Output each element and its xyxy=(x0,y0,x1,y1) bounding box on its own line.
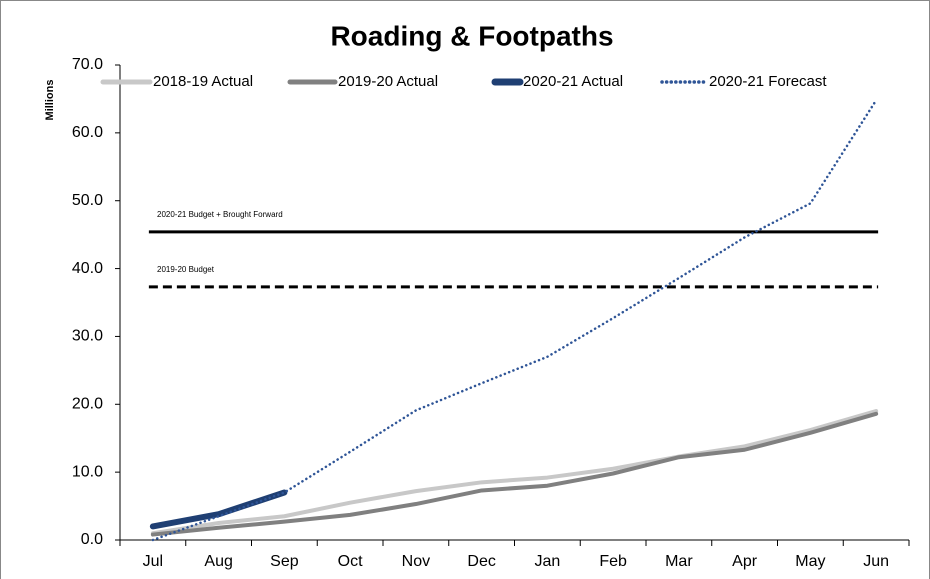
x-tick-label: Jan xyxy=(534,553,560,570)
y-tick-label: 50.0 xyxy=(72,192,103,209)
x-tick-label: Nov xyxy=(402,553,430,570)
series-line xyxy=(150,409,879,536)
y-tick-label: 40.0 xyxy=(72,260,103,277)
chart-title: Roading & Footpaths xyxy=(330,20,613,51)
series-line xyxy=(151,99,878,542)
y-tick-label: 70.0 xyxy=(72,56,103,73)
series-line xyxy=(149,489,288,530)
y-tick-label: 0.0 xyxy=(81,531,103,548)
x-tick-label: Feb xyxy=(599,553,627,570)
x-tick-label: Oct xyxy=(338,553,363,570)
reference-label: 2019-20 Budget xyxy=(157,265,215,274)
x-tick-label: May xyxy=(795,553,825,570)
legend-label: 2020-21 Forecast xyxy=(709,73,827,90)
legend-label: 2020-21 Actual xyxy=(523,73,623,90)
y-tick-label: 10.0 xyxy=(72,463,103,480)
legend-label: 2018-19 Actual xyxy=(153,73,253,90)
x-tick-label: Mar xyxy=(665,553,693,570)
legend-label: 2019-20 Actual xyxy=(338,73,438,90)
series-line xyxy=(150,411,879,537)
reference-label: 2020-21 Budget + Brought Forward xyxy=(157,210,283,219)
x-tick-label: Dec xyxy=(467,553,495,570)
x-tick-label: Jul xyxy=(143,553,163,570)
x-tick-label: Jun xyxy=(863,553,889,570)
y-tick-label: 20.0 xyxy=(72,396,103,413)
y-tick-label: 60.0 xyxy=(72,124,103,141)
y-axis-label: Millions xyxy=(44,80,56,121)
x-tick-label: Apr xyxy=(732,553,758,570)
x-tick-label: Sep xyxy=(270,553,299,570)
x-tick-label: Aug xyxy=(204,553,232,570)
y-tick-label: 30.0 xyxy=(72,328,103,345)
